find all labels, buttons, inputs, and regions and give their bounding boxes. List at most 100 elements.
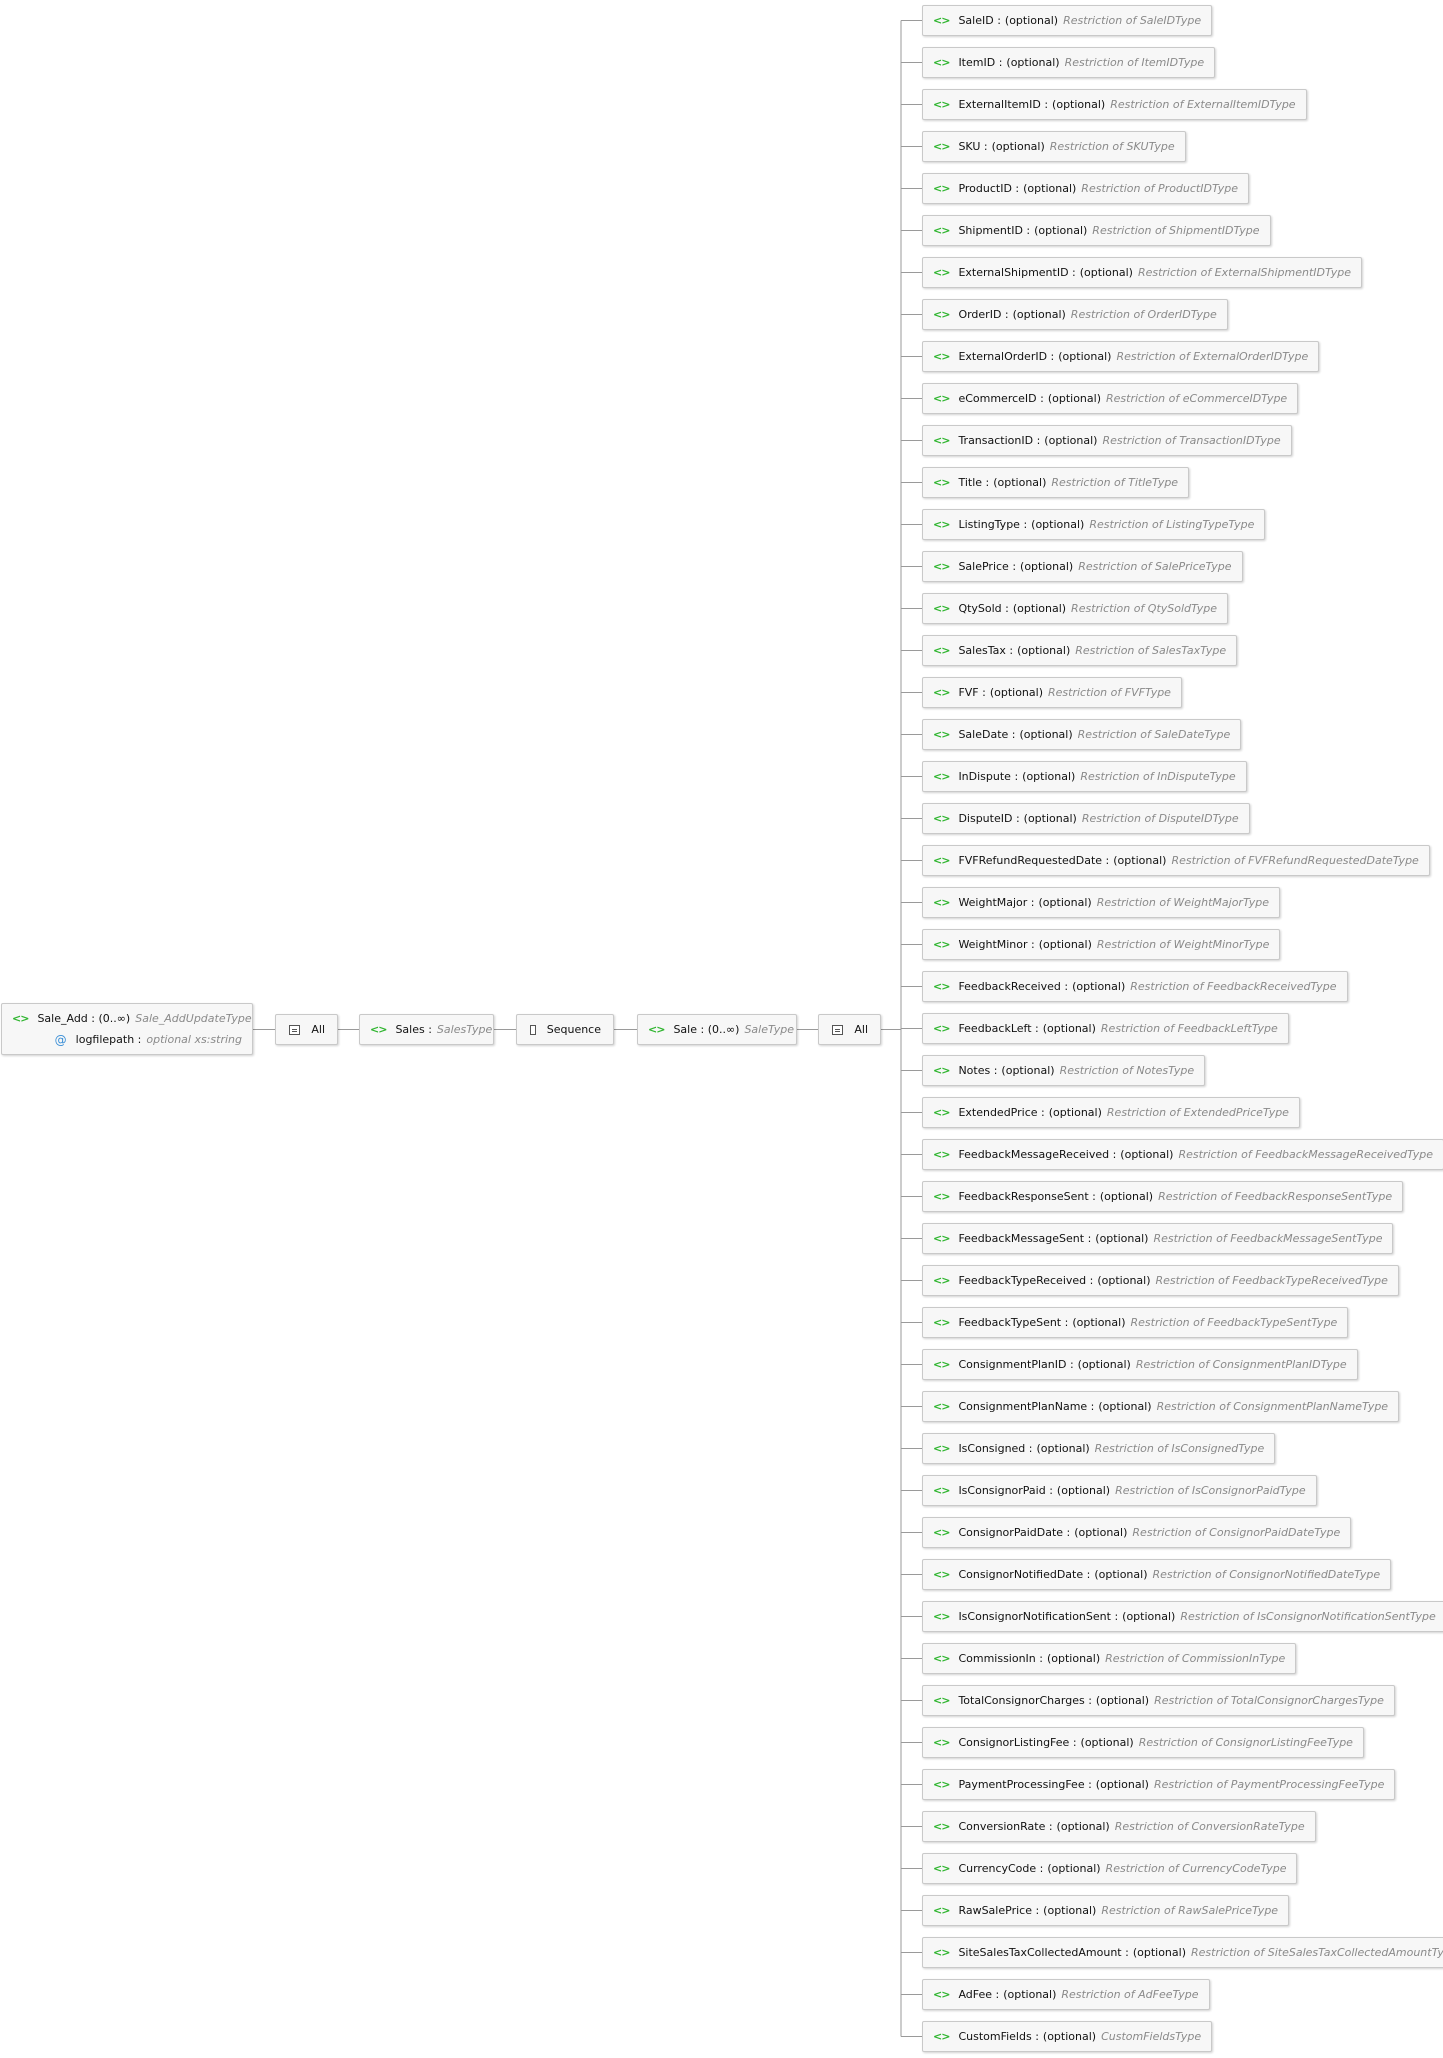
child-element-rawsaleprice[interactable]: <> RawSalePrice : (optional) Restriction of… (922, 1895, 1290, 1926)
child-element-notes[interactable]: <> Notes : (optional) Restriction of NotesT… (922, 1055, 1206, 1086)
element-type: SaleType (744, 1023, 795, 1036)
child-element-orderid[interactable]: <> OrderID : (optional) Restriction of Orde… (922, 299, 1228, 330)
element-type: Restriction of SaleDateType (1077, 728, 1231, 741)
element-optional: (optional) (1022, 770, 1076, 783)
child-element-saleid[interactable]: <> SaleID : (optional) Restriction of SaleI… (922, 5, 1213, 36)
child-element-transactionid[interactable]: <> TransactionID : (optional) Restriction o… (922, 425, 1292, 456)
child-element-feedbacktypesent[interactable]: <> FeedbackTypeSent : (optional) Restrictio… (922, 1307, 1349, 1338)
element-type: Restriction of FVFType (1048, 686, 1171, 699)
child-element-externalitemid[interactable]: <> ExternalItemID : (optional) Restriction … (922, 89, 1307, 120)
element-name: Sale (673, 1023, 697, 1036)
element-name: TotalConsignorCharges (958, 1694, 1085, 1707)
child-element-consignmentplanname[interactable]: <> ConsignmentPlanName : (optional) Restric… (922, 1391, 1400, 1422)
element-optional: (optional) (1095, 1232, 1149, 1245)
element-optional: (optional) (1003, 1988, 1057, 2001)
element-optional: (optional) (1019, 728, 1073, 741)
element-type: Restriction of FeedbackMessageReceivedTy… (1178, 1148, 1433, 1161)
element-icon: <> (933, 1568, 950, 1581)
child-element-totalconsignorcharges[interactable]: <> TotalConsignorCharges : (optional) Restr… (922, 1685, 1395, 1716)
element-type: Restriction of ConsignorPaidDateType (1132, 1526, 1341, 1539)
child-element-consignornotifieddate[interactable]: <> ConsignorNotifiedDate : (optional) Restr… (922, 1559, 1392, 1590)
child-element-isconsignornotificationsent[interactable]: <> IsConsignorNotificationSent : (optional… (922, 1601, 1443, 1632)
element-name: FVFRefundRequestedDate (958, 854, 1103, 867)
child-element-saledate[interactable]: <> SaleDate : (optional) Restriction of Sal… (922, 719, 1242, 750)
child-element-sitesalestaxcollectedamount[interactable]: <> SiteSalesTaxCollectedAmount : (optional… (922, 1937, 1443, 1968)
child-element-externalorderid[interactable]: <> ExternalOrderID : (optional) Restriction… (922, 341, 1320, 372)
element-name: OrderID (958, 308, 1002, 321)
element-name: SaleID (958, 14, 994, 27)
element-type: Restriction of IsConsignedType (1094, 1442, 1265, 1455)
element-optional: (optional) (991, 140, 1045, 153)
child-element-consignmentplanid[interactable]: <> ConsignmentPlanID : (optional) Restricti… (922, 1349, 1358, 1380)
element-type: Restriction of DisputeIDType (1081, 812, 1239, 825)
child-element-indispute[interactable]: <> InDispute : (optional) Restriction of In… (922, 761, 1247, 792)
element-icon: <> (933, 644, 950, 657)
element-optional: (optional) (1048, 1106, 1102, 1119)
root-element-sale-add[interactable]: <> Sale_Add : (0..∞) Sale_AddUpdateType … (1, 1003, 253, 1055)
child-element-itemid[interactable]: <> ItemID : (optional) Restriction of ItemI… (922, 47, 1216, 78)
child-element-consignorlistingfee[interactable]: <> ConsignorListingFee : (optional) Restric… (922, 1727, 1364, 1758)
child-element-title[interactable]: <> Title : (optional) Restriction of TitleT… (922, 467, 1190, 498)
element-name: AdFee (958, 1988, 993, 2001)
attribute-type: optional xs:string (146, 1033, 242, 1046)
element-type: Restriction of FeedbackTypeSentType (1130, 1316, 1338, 1329)
child-element-qtysold[interactable]: <> QtySold : (optional) Restriction of QtyS… (922, 593, 1229, 624)
child-element-weightminor[interactable]: <> WeightMinor : (optional) Restriction of … (922, 929, 1281, 960)
child-element-fvfrefundrequesteddate[interactable]: <> FVFRefundRequestedDate : (optional) Rest… (922, 845, 1430, 876)
element-icon: <> (933, 1232, 950, 1245)
child-element-conversionrate[interactable]: <> ConversionRate : (optional) Restriction … (922, 1811, 1316, 1842)
element-icon: <> (933, 518, 950, 531)
child-element-customfields[interactable]: <> CustomFields : (optional) CustomFieldsTy… (922, 2021, 1213, 2052)
element-optional: (optional) (1077, 1358, 1131, 1371)
element-name: ConsignorNotifiedDate (958, 1568, 1084, 1581)
element-type: Restriction of OrderIDType (1070, 308, 1217, 321)
child-element-weightmajor[interactable]: <> WeightMajor : (optional) Restriction of … (922, 887, 1280, 918)
all-compositor-2[interactable]: All (818, 1014, 881, 1045)
element-type: Restriction of SalesTaxType (1075, 644, 1227, 657)
child-element-externalshipmentid[interactable]: <> ExternalShipmentID : (optional) Restrict… (922, 257, 1363, 288)
child-element-ecommerceid[interactable]: <> eCommerceID : (optional) Restriction of … (922, 383, 1299, 414)
child-element-feedbacktypereceived[interactable]: <> FeedbackTypeReceived : (optional) Restri… (922, 1265, 1399, 1296)
child-element-fvf[interactable]: <> FVF : (optional) Restriction of FVFType (922, 677, 1182, 708)
element-optional: (optional) (1079, 266, 1133, 279)
child-element-isconsigned[interactable]: <> IsConsigned : (optional) Restriction of … (922, 1433, 1276, 1464)
element-optional: (optional) (1043, 1904, 1097, 1917)
child-element-shipmentid[interactable]: <> ShipmentID : (optional) Restriction of S… (922, 215, 1271, 246)
child-element-productid[interactable]: <> ProductID : (optional) Restriction of Pr… (922, 173, 1249, 204)
child-element-consignorpaiddate[interactable]: <> ConsignorPaidDate : (optional) Restricti… (922, 1517, 1352, 1548)
child-element-adfee[interactable]: <> AdFee : (optional) Restriction of AdFeeT… (922, 1979, 1210, 2010)
element-icon: <> (933, 98, 950, 111)
child-element-feedbackmessagesent[interactable]: <> FeedbackMessageSent : (optional) Restric… (922, 1223, 1394, 1254)
element-optional: (optional) (1099, 1190, 1154, 1203)
child-element-paymentprocessingfee[interactable]: <> PaymentProcessingFee : (optional) Restri… (922, 1769, 1396, 1800)
element-name: CurrencyCode (958, 1862, 1037, 1875)
child-element-extendedprice[interactable]: <> ExtendedPrice : (optional) Restriction o… (922, 1097, 1300, 1128)
element-type: Restriction of ShipmentIDType (1092, 224, 1260, 237)
child-element-feedbackmessagereceived[interactable]: <> FeedbackMessageReceived : (optional) Res… (922, 1139, 1443, 1170)
all-compositor-1[interactable]: All (275, 1014, 338, 1045)
element-name: TransactionID (958, 434, 1034, 447)
root-element-type: Sale_AddUpdateType (135, 1012, 252, 1025)
child-element-isconsignorpaid[interactable]: <> IsConsignorPaid : (optional) Restriction… (922, 1475, 1317, 1506)
sequence-compositor-icon (530, 1024, 536, 1035)
element-name: SiteSalesTaxCollectedAmount (958, 1946, 1122, 1959)
element-sales[interactable]: <> Sales : SalesType (359, 1014, 494, 1045)
child-element-saleprice[interactable]: <> SalePrice : (optional) Restriction of Sa… (922, 551, 1243, 582)
sequence-compositor[interactable]: Sequence (516, 1014, 614, 1045)
element-name: IsConsignorNotificationSent (958, 1610, 1111, 1623)
element-icon: <> (933, 476, 950, 489)
child-element-feedbackleft[interactable]: <> FeedbackLeft : (optional) Restriction of… (922, 1013, 1289, 1044)
child-element-commissionin[interactable]: <> CommissionIn : (optional) Restriction of… (922, 1643, 1297, 1674)
child-element-sku[interactable]: <> SKU : (optional) Restriction of SKUType (922, 131, 1186, 162)
element-icon: <> (933, 308, 950, 321)
child-element-disputeid[interactable]: <> DisputeID : (optional) Restriction of Di… (922, 803, 1250, 834)
element-type: Restriction of ExtendedPriceType (1106, 1106, 1289, 1119)
element-name: ListingType (958, 518, 1020, 531)
child-element-feedbackresponsesent[interactable]: <> FeedbackResponseSent : (optional) Restri… (922, 1181, 1404, 1212)
element-sale[interactable]: <> Sale : (0..∞) SaleType (637, 1014, 797, 1045)
child-element-salestax[interactable]: <> SalesTax : (optional) Restriction of Sal… (922, 635, 1238, 666)
element-name: WeightMinor (958, 938, 1028, 951)
child-element-listingtype[interactable]: <> ListingType : (optional) Restriction of … (922, 509, 1266, 540)
child-element-currencycode[interactable]: <> CurrencyCode : (optional) Restriction of… (922, 1853, 1298, 1884)
child-element-feedbackreceived[interactable]: <> FeedbackReceived : (optional) Restrictio… (922, 971, 1348, 1002)
